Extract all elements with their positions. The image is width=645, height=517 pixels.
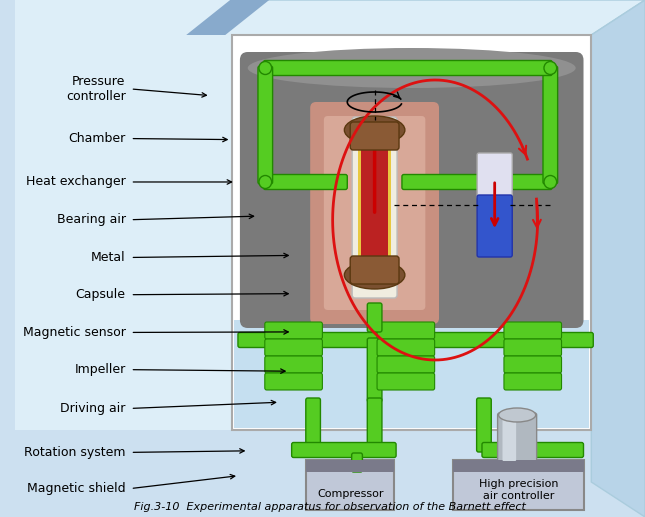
FancyBboxPatch shape [350, 256, 399, 284]
Text: Rotation system: Rotation system [24, 446, 126, 459]
FancyBboxPatch shape [258, 66, 273, 184]
FancyBboxPatch shape [358, 130, 392, 285]
FancyBboxPatch shape [292, 443, 396, 458]
Ellipse shape [353, 134, 396, 150]
FancyBboxPatch shape [402, 175, 552, 190]
FancyBboxPatch shape [352, 453, 362, 472]
FancyBboxPatch shape [324, 116, 425, 310]
FancyBboxPatch shape [377, 322, 435, 339]
Ellipse shape [544, 175, 557, 189]
Polygon shape [591, 0, 645, 517]
FancyBboxPatch shape [232, 35, 591, 430]
Text: High precision
air controller: High precision air controller [479, 479, 559, 501]
Ellipse shape [344, 261, 405, 289]
Text: Bearing air: Bearing air [57, 213, 126, 226]
FancyBboxPatch shape [306, 460, 394, 472]
FancyBboxPatch shape [367, 398, 382, 452]
FancyBboxPatch shape [306, 460, 394, 510]
FancyBboxPatch shape [361, 150, 388, 270]
FancyBboxPatch shape [265, 356, 322, 373]
Ellipse shape [248, 48, 576, 88]
FancyBboxPatch shape [263, 175, 347, 190]
FancyBboxPatch shape [263, 60, 552, 75]
FancyBboxPatch shape [504, 373, 562, 390]
FancyBboxPatch shape [477, 195, 512, 257]
Polygon shape [186, 0, 269, 35]
FancyBboxPatch shape [477, 153, 512, 199]
Text: Chamber: Chamber [68, 132, 126, 145]
FancyBboxPatch shape [482, 443, 584, 458]
FancyBboxPatch shape [543, 66, 558, 184]
Ellipse shape [499, 408, 536, 422]
FancyBboxPatch shape [240, 52, 584, 328]
FancyBboxPatch shape [367, 303, 382, 332]
FancyBboxPatch shape [265, 373, 322, 390]
FancyBboxPatch shape [310, 102, 439, 324]
FancyBboxPatch shape [477, 398, 491, 452]
Text: Capsule: Capsule [75, 288, 126, 301]
FancyBboxPatch shape [15, 0, 645, 517]
FancyBboxPatch shape [350, 122, 399, 150]
FancyBboxPatch shape [15, 0, 232, 430]
Ellipse shape [259, 62, 272, 74]
Text: Fig.3-10  Experimental apparatus for observation of the Barnett effect: Fig.3-10 Experimental apparatus for obse… [134, 502, 526, 512]
Text: Driving air: Driving air [60, 402, 126, 415]
FancyBboxPatch shape [377, 373, 435, 390]
FancyBboxPatch shape [377, 339, 435, 356]
Text: Impeller: Impeller [74, 363, 126, 376]
FancyBboxPatch shape [453, 460, 584, 510]
FancyBboxPatch shape [377, 356, 435, 373]
Text: Magnetic sensor: Magnetic sensor [23, 326, 126, 339]
FancyBboxPatch shape [238, 332, 593, 347]
FancyBboxPatch shape [265, 322, 322, 339]
Ellipse shape [259, 175, 272, 189]
Text: Magnetic shield: Magnetic shield [27, 482, 126, 495]
FancyBboxPatch shape [352, 117, 397, 298]
FancyBboxPatch shape [502, 416, 516, 461]
Ellipse shape [344, 116, 405, 144]
FancyBboxPatch shape [497, 413, 537, 464]
FancyBboxPatch shape [367, 338, 382, 402]
Text: Compressor: Compressor [317, 489, 384, 499]
Ellipse shape [544, 62, 557, 74]
FancyBboxPatch shape [265, 339, 322, 356]
FancyBboxPatch shape [504, 339, 562, 356]
Text: Pressure
controller: Pressure controller [66, 75, 126, 103]
Text: Heat exchanger: Heat exchanger [26, 175, 126, 189]
FancyBboxPatch shape [234, 320, 590, 428]
FancyBboxPatch shape [453, 460, 584, 472]
FancyBboxPatch shape [504, 356, 562, 373]
FancyBboxPatch shape [306, 398, 321, 452]
Text: Metal: Metal [91, 251, 126, 264]
Polygon shape [186, 0, 645, 35]
FancyBboxPatch shape [504, 322, 562, 339]
